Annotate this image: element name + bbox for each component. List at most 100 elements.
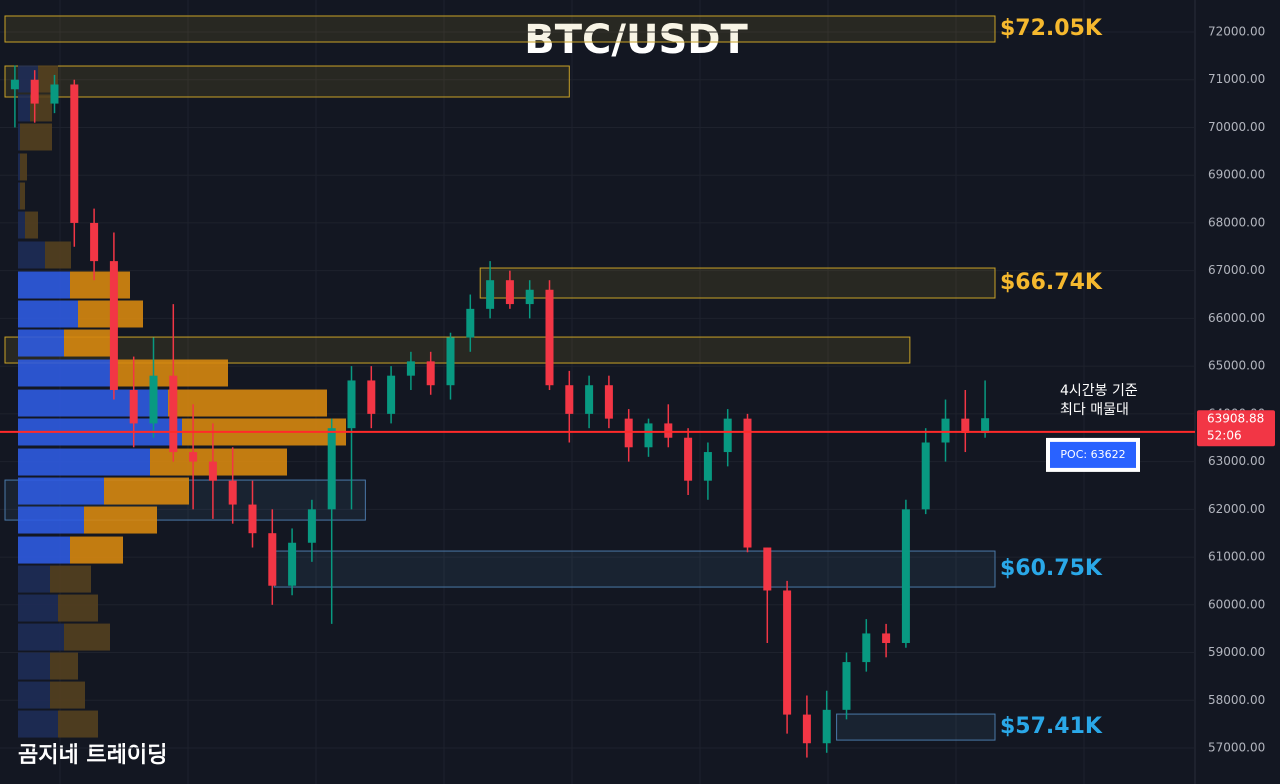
profile-bar bbox=[18, 594, 58, 622]
candle-body bbox=[466, 308, 475, 338]
profile-bar bbox=[18, 300, 78, 328]
profile-bar bbox=[18, 329, 64, 357]
y-tick-label: 58000.00 bbox=[1208, 693, 1265, 707]
candle-body bbox=[10, 79, 19, 90]
candle-body bbox=[981, 418, 990, 433]
profile-bar bbox=[84, 506, 157, 534]
profile-bar bbox=[18, 565, 50, 593]
profile-bar bbox=[20, 182, 25, 210]
profile-bar bbox=[18, 271, 70, 299]
watermark: 곰지네 트레이딩 bbox=[18, 743, 167, 768]
profile-bar bbox=[18, 211, 25, 239]
y-tick-label: 72000.00 bbox=[1208, 24, 1265, 38]
profile-bar bbox=[20, 123, 52, 151]
profile-bar bbox=[70, 271, 130, 299]
profile-bar bbox=[18, 389, 168, 417]
profile-bar bbox=[58, 594, 98, 622]
profile-bar bbox=[18, 652, 50, 680]
candle-body bbox=[149, 375, 158, 424]
candle-body bbox=[268, 533, 277, 586]
candle-body bbox=[367, 380, 376, 414]
profile-bar bbox=[64, 329, 115, 357]
poc-box-inner bbox=[1050, 441, 1136, 468]
y-tick-label: 70000.00 bbox=[1208, 120, 1265, 134]
candle-body bbox=[703, 452, 712, 481]
profile-bar bbox=[168, 389, 327, 417]
y-tick-label: 68000.00 bbox=[1208, 215, 1265, 229]
chart-title: BTC/USDT bbox=[524, 17, 748, 63]
candle-body bbox=[684, 437, 693, 481]
candle-body bbox=[921, 442, 930, 510]
annotation: 최다 매물대 bbox=[1060, 402, 1129, 418]
candle-body bbox=[347, 380, 356, 429]
y-tick-label: 67000.00 bbox=[1208, 263, 1265, 277]
profile-bar bbox=[18, 623, 64, 651]
zone-label: $60.75K bbox=[1000, 556, 1103, 581]
last-price-box bbox=[1197, 410, 1275, 447]
candle-body bbox=[387, 375, 396, 414]
zone-label: $66.74K bbox=[1000, 270, 1103, 295]
zone bbox=[4, 65, 570, 98]
candle-body bbox=[70, 84, 79, 223]
candle-body bbox=[208, 461, 217, 481]
candle-body bbox=[228, 480, 237, 505]
y-tick-label: 57000.00 bbox=[1208, 741, 1265, 755]
profile-bar bbox=[18, 153, 20, 181]
profile-bar bbox=[18, 681, 50, 709]
profile-bar bbox=[18, 241, 45, 269]
candle-body bbox=[802, 714, 811, 744]
candle-body bbox=[624, 418, 633, 448]
candle-body bbox=[505, 280, 514, 305]
profile-bar bbox=[18, 94, 30, 122]
candle-body bbox=[525, 289, 534, 305]
y-tick-label: 62000.00 bbox=[1208, 502, 1265, 516]
candle-body bbox=[486, 280, 495, 309]
candle-body bbox=[842, 662, 851, 710]
candle-body bbox=[327, 428, 336, 510]
y-tick-label: 71000.00 bbox=[1208, 72, 1265, 86]
candle-body bbox=[50, 84, 59, 104]
candle-body bbox=[644, 423, 653, 448]
profile-bar bbox=[18, 448, 150, 476]
candle-body bbox=[30, 79, 39, 104]
candle-body bbox=[248, 504, 257, 534]
profile-bar bbox=[18, 359, 115, 387]
candle-body bbox=[189, 452, 198, 462]
profile-bar bbox=[18, 506, 84, 534]
candle-body bbox=[585, 385, 594, 414]
candle-body bbox=[783, 590, 792, 715]
poc-label: POC: 63622 bbox=[1060, 448, 1125, 461]
y-tick-label: 66000.00 bbox=[1208, 311, 1265, 325]
zone bbox=[4, 336, 911, 364]
profile-bar bbox=[18, 182, 20, 210]
profile-bar bbox=[20, 153, 27, 181]
profile-bar bbox=[25, 211, 38, 239]
profile-bar bbox=[64, 623, 110, 651]
candle-body bbox=[961, 418, 970, 433]
candle-body bbox=[129, 389, 138, 424]
zone bbox=[273, 550, 996, 588]
zone bbox=[4, 15, 996, 43]
profile-bar bbox=[104, 477, 189, 505]
profile-bar bbox=[18, 710, 58, 738]
profile-bar bbox=[50, 565, 91, 593]
y-tick-label: 61000.00 bbox=[1208, 550, 1265, 564]
profile-bar bbox=[150, 448, 287, 476]
profile-bar bbox=[50, 681, 85, 709]
profile-bar bbox=[18, 536, 70, 564]
y-tick-label: 60000.00 bbox=[1208, 597, 1265, 611]
y-tick-label: 63000.00 bbox=[1208, 454, 1265, 468]
candle-body bbox=[941, 418, 950, 443]
profile-bar bbox=[18, 123, 20, 151]
profile-bar bbox=[18, 477, 104, 505]
candle-body bbox=[446, 337, 455, 386]
candle-body bbox=[307, 509, 316, 543]
y-tick-label: 65000.00 bbox=[1208, 359, 1265, 373]
candle-body bbox=[763, 547, 772, 591]
candle-body bbox=[901, 509, 910, 643]
candle-body bbox=[862, 633, 871, 663]
profile-bar bbox=[45, 241, 71, 269]
candle-body bbox=[882, 633, 891, 643]
candle-body bbox=[565, 385, 574, 414]
